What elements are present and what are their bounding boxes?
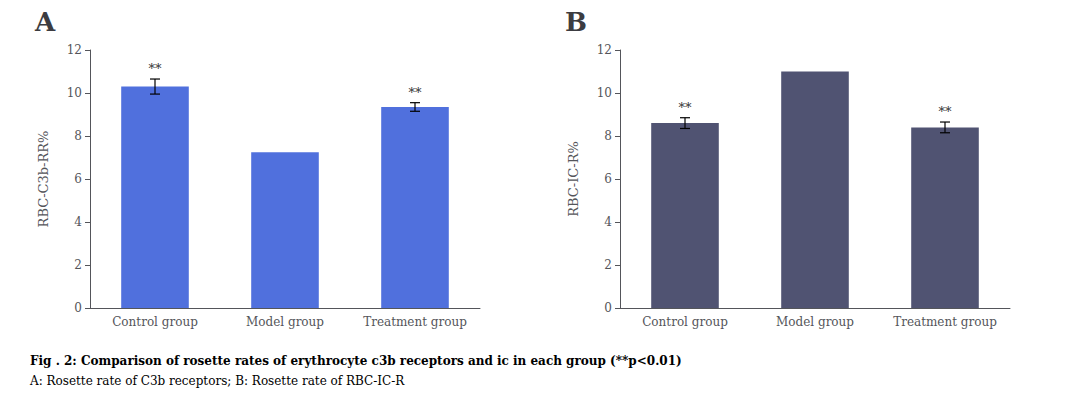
svg-text:Model group: Model group (246, 315, 324, 329)
svg-text:**: ** (409, 85, 423, 100)
svg-text:A: Rosette rate of C3b recepto: A: Rosette rate of C3b receptors; B: Ros… (29, 374, 405, 388)
svg-text:6: 6 (74, 172, 82, 186)
svg-text:RBC-C3b-RR%: RBC-C3b-RR% (36, 131, 51, 228)
svg-text:Treatment group: Treatment group (363, 315, 467, 329)
svg-text:6: 6 (604, 172, 612, 186)
svg-text:RBC-IC-R%: RBC-IC-R% (566, 141, 581, 217)
svg-text:4: 4 (74, 215, 82, 229)
svg-text:0: 0 (604, 301, 612, 315)
svg-text:2: 2 (74, 258, 82, 272)
svg-text:Control group: Control group (112, 315, 198, 329)
svg-text:10: 10 (597, 86, 612, 100)
svg-text:A: A (34, 7, 56, 37)
svg-text:Model group: Model group (776, 315, 854, 329)
svg-text:8: 8 (74, 129, 82, 143)
svg-text:B: B (565, 7, 587, 37)
svg-text:**: ** (149, 61, 163, 76)
svg-text:2: 2 (604, 258, 612, 272)
svg-text:12: 12 (597, 43, 612, 57)
svg-text:10: 10 (67, 86, 82, 100)
svg-text:Control group: Control group (642, 315, 728, 329)
svg-text:**: ** (939, 104, 953, 119)
svg-text:Treatment group: Treatment group (893, 315, 997, 329)
svg-text:8: 8 (604, 129, 612, 143)
svg-text:**: ** (679, 100, 693, 115)
svg-text:12: 12 (67, 43, 82, 57)
svg-text:4: 4 (604, 215, 612, 229)
svg-text:Fig . 2: Comparison of rosette: Fig . 2: Comparison of rosette rates of … (30, 354, 682, 368)
svg-text:0: 0 (74, 301, 82, 315)
